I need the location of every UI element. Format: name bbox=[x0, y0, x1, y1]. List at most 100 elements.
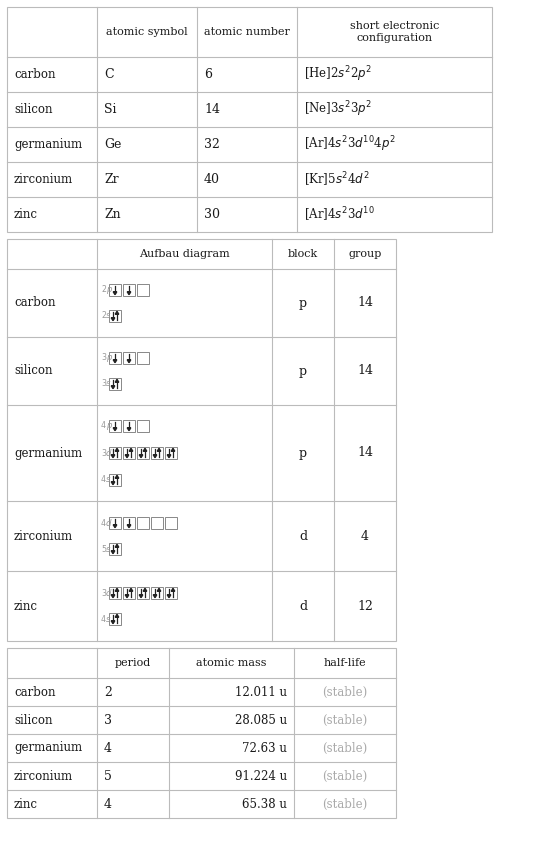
Text: 72.63 u: 72.63 u bbox=[242, 742, 287, 755]
Text: 2: 2 bbox=[104, 685, 112, 699]
Polygon shape bbox=[129, 588, 133, 592]
Polygon shape bbox=[127, 360, 131, 363]
Text: (stable): (stable) bbox=[322, 742, 367, 755]
Text: atomic symbol: atomic symbol bbox=[106, 27, 188, 37]
Text: d: d bbox=[299, 529, 307, 543]
Bar bbox=[7, 648, 396, 818]
Polygon shape bbox=[111, 620, 115, 624]
Text: half-life: half-life bbox=[324, 658, 366, 668]
Text: (stable): (stable) bbox=[322, 798, 367, 810]
Polygon shape bbox=[115, 614, 119, 617]
Bar bbox=[109, 587, 121, 599]
Text: 3: 3 bbox=[101, 448, 106, 457]
Text: 91.224 u: 91.224 u bbox=[235, 770, 287, 782]
Text: 4: 4 bbox=[104, 798, 112, 810]
Polygon shape bbox=[143, 448, 147, 452]
Bar bbox=[165, 447, 177, 459]
Text: 4: 4 bbox=[101, 421, 106, 430]
Polygon shape bbox=[157, 588, 161, 592]
Bar bbox=[109, 284, 121, 296]
Text: group: group bbox=[348, 249, 382, 259]
Polygon shape bbox=[153, 595, 157, 598]
Polygon shape bbox=[111, 482, 115, 484]
Text: [Ar]4$s^2$3$d^{10}$: [Ar]4$s^2$3$d^{10}$ bbox=[304, 205, 375, 224]
Polygon shape bbox=[127, 428, 131, 430]
Text: 14: 14 bbox=[357, 365, 373, 377]
Text: 30: 30 bbox=[204, 208, 220, 221]
Text: zinc: zinc bbox=[14, 798, 38, 810]
Text: [He]2$s^2$2$p^2$: [He]2$s^2$2$p^2$ bbox=[304, 65, 372, 84]
Text: (stable): (stable) bbox=[322, 713, 367, 727]
Polygon shape bbox=[113, 292, 117, 295]
Text: 14: 14 bbox=[204, 103, 220, 116]
Text: zinc: zinc bbox=[14, 599, 38, 613]
Bar bbox=[123, 284, 135, 296]
Text: p: p bbox=[299, 446, 307, 459]
Polygon shape bbox=[127, 525, 131, 528]
Polygon shape bbox=[111, 386, 115, 389]
Polygon shape bbox=[115, 379, 119, 382]
Text: 3: 3 bbox=[104, 713, 112, 727]
Bar bbox=[137, 447, 149, 459]
Polygon shape bbox=[153, 455, 157, 457]
Text: p: p bbox=[106, 285, 111, 295]
Bar bbox=[109, 543, 121, 555]
Text: [Ar]4$s^2$3$d^{10}$4$p^2$: [Ar]4$s^2$3$d^{10}$4$p^2$ bbox=[304, 135, 396, 154]
Text: 14: 14 bbox=[357, 446, 373, 459]
Text: 3: 3 bbox=[101, 354, 106, 363]
Polygon shape bbox=[111, 455, 115, 457]
Bar bbox=[7, 239, 396, 641]
Polygon shape bbox=[167, 455, 171, 457]
Text: germanium: germanium bbox=[14, 742, 82, 755]
Polygon shape bbox=[113, 525, 117, 528]
Text: germanium: germanium bbox=[14, 446, 82, 459]
Bar bbox=[109, 613, 121, 625]
Text: p: p bbox=[106, 354, 111, 363]
Text: s: s bbox=[106, 311, 110, 321]
Polygon shape bbox=[157, 448, 161, 452]
Polygon shape bbox=[171, 588, 175, 592]
Text: 3: 3 bbox=[101, 588, 106, 598]
Text: 4: 4 bbox=[101, 475, 106, 484]
Polygon shape bbox=[143, 588, 147, 592]
Polygon shape bbox=[115, 544, 119, 547]
Text: 3: 3 bbox=[101, 380, 106, 388]
Text: 28.085 u: 28.085 u bbox=[235, 713, 287, 727]
Text: 6: 6 bbox=[204, 68, 212, 81]
Text: p: p bbox=[106, 421, 111, 430]
Polygon shape bbox=[167, 595, 171, 598]
Text: s: s bbox=[106, 544, 110, 554]
Text: carbon: carbon bbox=[14, 68, 56, 81]
Bar bbox=[109, 474, 121, 486]
Text: [Kr]5$s^2$4$d^2$: [Kr]5$s^2$4$d^2$ bbox=[304, 170, 370, 189]
Polygon shape bbox=[115, 448, 119, 452]
Text: block: block bbox=[288, 249, 318, 259]
Bar bbox=[109, 310, 121, 322]
Text: d: d bbox=[106, 448, 111, 457]
Text: 12: 12 bbox=[357, 599, 373, 613]
Text: 5: 5 bbox=[104, 770, 112, 782]
Text: d: d bbox=[106, 518, 111, 528]
Text: p: p bbox=[299, 296, 307, 310]
Text: 4: 4 bbox=[361, 529, 369, 543]
Polygon shape bbox=[125, 455, 129, 457]
Polygon shape bbox=[111, 317, 115, 321]
Text: d: d bbox=[299, 599, 307, 613]
Text: 14: 14 bbox=[357, 296, 373, 310]
Text: short electronic
configuration: short electronic configuration bbox=[350, 21, 439, 43]
Text: zirconium: zirconium bbox=[14, 770, 73, 782]
Bar bbox=[109, 447, 121, 459]
Text: germanium: germanium bbox=[14, 138, 82, 151]
Polygon shape bbox=[127, 292, 131, 295]
Bar bbox=[109, 352, 121, 364]
Text: 32: 32 bbox=[204, 138, 220, 151]
Text: period: period bbox=[115, 658, 151, 668]
Bar bbox=[137, 420, 149, 432]
Bar bbox=[151, 517, 163, 529]
Text: [Ne]3$s^2$3$p^2$: [Ne]3$s^2$3$p^2$ bbox=[304, 100, 372, 119]
Polygon shape bbox=[115, 588, 119, 592]
Bar bbox=[109, 517, 121, 529]
Text: s: s bbox=[106, 475, 110, 484]
Text: s: s bbox=[106, 380, 110, 388]
Text: (stable): (stable) bbox=[322, 770, 367, 782]
